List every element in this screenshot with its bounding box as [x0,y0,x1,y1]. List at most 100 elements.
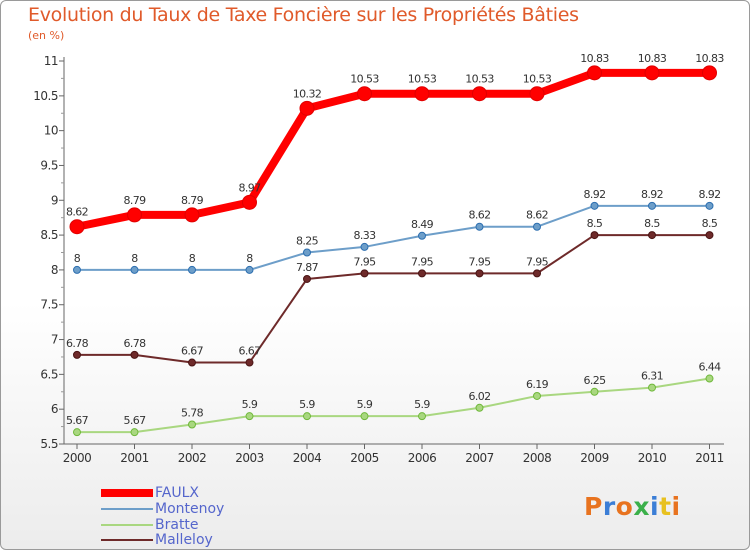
x-tick-label-2000: 2000 [63,451,92,465]
data-point-montenoy-2007 [475,222,484,231]
data-label-faulx-2005: 10.53 [350,73,379,86]
data-point-bratte-2007 [475,403,484,412]
data-label-faulx-2002: 8.79 [181,194,204,207]
legend-swatch-malleloy [101,539,153,541]
x-tick-label-2011: 2011 [695,451,724,465]
series-line-faulx [76,68,710,231]
data-point-montenoy-2002 [188,265,196,274]
data-point-bratte-2005 [360,412,369,421]
y-tick-label: 7 [51,333,58,347]
series-line-montenoy [77,204,710,271]
data-label-montenoy-2007: 8.62 [468,209,490,222]
data-point-faulx-2007 [472,86,487,102]
y-tick-label: 6.5 [40,367,58,381]
data-label-faulx-2011: 10.83 [695,52,724,65]
data-label-bratte-2002: 5.78 [181,407,204,420]
series-line-malleloy [77,234,710,364]
data-point-montenoy-2008 [533,222,541,231]
data-point-montenoy-2003 [245,265,254,274]
data-label-malleloy-2008: 7.95 [526,255,549,268]
data-label-faulx-2009: 10.83 [580,52,609,65]
data-point-faulx-2008 [529,86,545,102]
data-point-malleloy-2004 [303,274,311,283]
data-point-montenoy-2011 [705,201,714,210]
data-label-malleloy-2003: 6.67 [238,345,261,358]
data-label-montenoy-2005: 8.33 [353,229,376,242]
y-tick-label: 8.5 [40,228,58,242]
legend-label-bratte: Bratte [155,517,199,533]
data-label-bratte-2000: 5.67 [66,414,89,427]
y-tick-label: 6 [51,402,58,416]
legend-swatch-faulx [101,489,153,497]
data-point-malleloy-2008 [533,269,541,278]
data-label-montenoy-2011: 8.92 [698,188,720,201]
logo-letter: P [584,492,603,521]
data-point-faulx-2001 [127,207,142,223]
data-point-faulx-2002 [184,207,200,223]
data-label-bratte-2011: 6.44 [698,361,721,374]
data-label-faulx-2004: 10.32 [293,87,322,100]
data-point-montenoy-2000 [73,265,81,274]
data-label-faulx-2008: 10.53 [523,73,552,86]
data-point-montenoy-2010 [648,201,656,210]
data-label-malleloy-2006: 7.95 [411,255,434,268]
data-point-faulx-2003 [242,194,257,210]
data-point-bratte-2008 [533,391,541,400]
data-label-malleloy-2004: 7.87 [296,261,319,274]
data-point-malleloy-2002 [188,358,196,367]
x-tick-label-2003: 2003 [235,451,264,465]
y-tick-label: 9.5 [40,158,58,172]
y-tick-label: 5.5 [40,437,58,451]
data-label-montenoy-2004: 8.25 [296,235,319,248]
data-point-faulx-2005 [357,86,372,102]
data-label-faulx-2003: 8.97 [238,181,261,194]
data-point-bratte-2001 [130,428,139,437]
data-point-faulx-2011 [702,65,717,81]
legend-swatch-montenoy [101,508,153,510]
data-label-faulx-2001: 8.79 [123,194,146,207]
data-point-faulx-2004 [299,100,315,116]
data-point-malleloy-2003 [245,358,254,367]
data-point-montenoy-2009 [590,201,599,210]
data-label-malleloy-2001: 6.78 [123,337,146,350]
data-point-bratte-2004 [303,412,311,421]
data-label-malleloy-2007: 7.95 [468,255,491,268]
x-tick-label-2006: 2006 [408,451,437,465]
data-point-malleloy-2006 [418,269,426,278]
legend-item-montenoy: Montenoy [101,501,224,517]
logo-letter: i [671,492,681,521]
data-point-bratte-2006 [418,412,426,421]
data-point-faulx-2006 [414,86,430,102]
y-tick-label: 10.5 [33,89,58,103]
data-label-bratte-2001: 5.67 [123,414,146,427]
legend-label-faulx: FAULX [155,485,199,501]
data-label-malleloy-2010: 8.5 [644,217,660,230]
data-label-bratte-2007: 6.02 [468,390,490,403]
data-point-bratte-2002 [188,420,196,429]
data-point-malleloy-2009 [590,231,599,240]
data-label-bratte-2006: 5.9 [414,398,430,411]
y-tick-label: 11 [44,54,58,68]
logo-letter: i [650,492,660,521]
data-point-bratte-2003 [245,412,254,421]
data-point-bratte-2010 [648,383,656,392]
logo-letter: t [659,492,672,521]
x-tick-label-2001: 2001 [120,451,149,465]
data-label-bratte-2008: 6.19 [526,378,549,391]
logo-letter: r [602,492,616,521]
legend-label-montenoy: Montenoy [155,501,225,517]
data-label-montenoy-2006: 8.49 [411,218,434,231]
data-label-bratte-2004: 5.9 [299,398,315,411]
data-label-faulx-2007: 10.53 [465,73,494,86]
data-point-faulx-2010 [644,65,660,81]
y-tick-label: 10 [44,124,58,138]
x-tick-label-2008: 2008 [523,451,552,465]
data-point-montenoy-2006 [418,231,426,240]
data-point-montenoy-2004 [303,248,311,257]
proxiti-logo: Proxiti [584,492,681,521]
data-label-malleloy-2011: 8.5 [702,217,718,230]
chart-subtitle: (en %) [28,29,65,42]
data-label-malleloy-2005: 7.95 [353,255,376,268]
legend-swatch-bratte [101,524,153,526]
